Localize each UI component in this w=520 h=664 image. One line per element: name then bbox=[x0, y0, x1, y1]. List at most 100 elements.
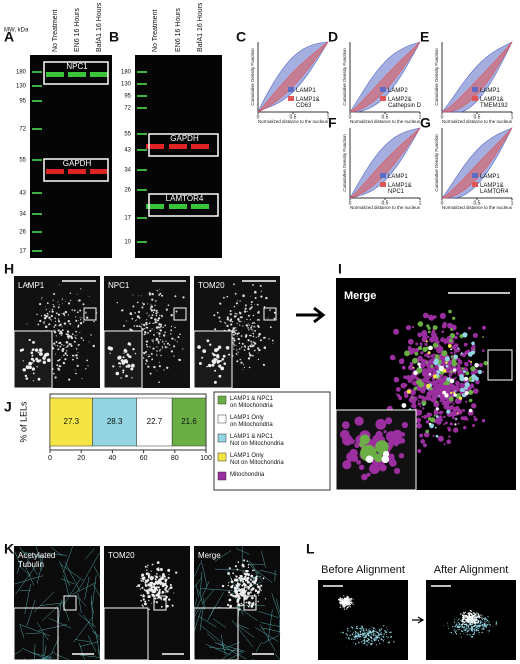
speck bbox=[59, 330, 63, 334]
speck bbox=[257, 318, 259, 321]
speck bbox=[252, 284, 254, 286]
speck bbox=[247, 327, 249, 329]
speck bbox=[22, 360, 24, 362]
speck bbox=[352, 603, 354, 605]
speck bbox=[373, 639, 375, 641]
inset bbox=[13, 607, 59, 661]
speck bbox=[457, 625, 459, 627]
filament bbox=[279, 619, 281, 635]
speck bbox=[495, 621, 498, 623]
lane-label: BafA1 16 Hours bbox=[96, 2, 103, 52]
speck bbox=[236, 349, 238, 351]
speck bbox=[151, 328, 153, 330]
ladder-band bbox=[137, 95, 147, 97]
speck bbox=[68, 378, 71, 381]
speck bbox=[471, 625, 473, 628]
speck bbox=[485, 620, 487, 622]
speck bbox=[454, 423, 457, 426]
speck bbox=[421, 395, 425, 400]
speck bbox=[236, 335, 238, 337]
lane-label: EN6 16 Hours bbox=[74, 8, 81, 52]
speck bbox=[477, 619, 479, 621]
speck bbox=[32, 372, 35, 375]
filament bbox=[193, 576, 203, 588]
speck bbox=[446, 409, 451, 414]
speck bbox=[416, 417, 422, 423]
speck bbox=[67, 302, 71, 305]
speck bbox=[364, 632, 366, 634]
speck bbox=[453, 354, 459, 360]
speck bbox=[208, 363, 212, 368]
speck bbox=[243, 576, 245, 578]
x-tick-label: 0 bbox=[441, 114, 444, 120]
speck bbox=[240, 583, 242, 585]
speck bbox=[260, 295, 263, 298]
speck bbox=[255, 589, 257, 591]
speck bbox=[161, 346, 164, 348]
speck bbox=[57, 367, 60, 370]
speck bbox=[407, 376, 411, 381]
speck bbox=[43, 321, 46, 323]
filament bbox=[23, 562, 35, 586]
speck bbox=[463, 342, 468, 347]
legend-swatch bbox=[472, 87, 478, 92]
speck bbox=[71, 309, 73, 311]
speck bbox=[148, 608, 150, 611]
speck bbox=[130, 367, 134, 371]
panel-label: I bbox=[338, 261, 342, 277]
speck bbox=[382, 640, 385, 642]
speck bbox=[157, 577, 159, 579]
speck bbox=[157, 340, 160, 343]
speck bbox=[443, 415, 446, 419]
x-tick-label: 0.5 bbox=[382, 114, 389, 120]
image-label: Acetylated Tubulin bbox=[18, 551, 55, 569]
speck bbox=[488, 630, 490, 632]
speck bbox=[463, 629, 465, 631]
filament bbox=[91, 630, 101, 637]
speck bbox=[243, 310, 247, 313]
speck bbox=[435, 434, 439, 438]
speck bbox=[364, 637, 366, 639]
speck bbox=[463, 617, 465, 619]
speck bbox=[259, 586, 261, 589]
speck bbox=[61, 313, 62, 314]
speck bbox=[340, 631, 342, 633]
speck bbox=[245, 589, 248, 592]
mw-title: MW, kDa bbox=[4, 28, 29, 34]
speck bbox=[158, 381, 160, 384]
filament bbox=[242, 546, 244, 566]
x-tick-label: 1 bbox=[511, 114, 514, 120]
filament bbox=[36, 565, 42, 584]
speck bbox=[465, 371, 470, 376]
speck bbox=[144, 331, 147, 334]
speck bbox=[480, 625, 482, 627]
speck bbox=[351, 454, 359, 462]
speck bbox=[254, 290, 257, 294]
speck bbox=[236, 582, 239, 584]
speck bbox=[475, 618, 477, 620]
speck bbox=[42, 322, 44, 324]
speck bbox=[453, 391, 456, 394]
speck bbox=[343, 602, 345, 604]
speck bbox=[478, 624, 480, 626]
speck bbox=[485, 626, 487, 628]
speck bbox=[454, 631, 456, 634]
speck bbox=[150, 578, 153, 581]
speck bbox=[167, 346, 169, 348]
speck bbox=[362, 632, 364, 634]
speck bbox=[417, 402, 421, 406]
speck bbox=[156, 582, 159, 585]
speck bbox=[448, 407, 451, 410]
speck bbox=[72, 354, 74, 357]
speck bbox=[448, 626, 449, 627]
speck bbox=[247, 592, 250, 595]
speck bbox=[358, 642, 360, 644]
speck bbox=[256, 303, 259, 306]
speck bbox=[53, 342, 56, 345]
speck bbox=[373, 637, 375, 639]
speck bbox=[150, 352, 153, 355]
speck bbox=[74, 334, 76, 336]
band-box bbox=[43, 61, 109, 85]
speck bbox=[235, 584, 239, 588]
speck bbox=[147, 356, 149, 358]
